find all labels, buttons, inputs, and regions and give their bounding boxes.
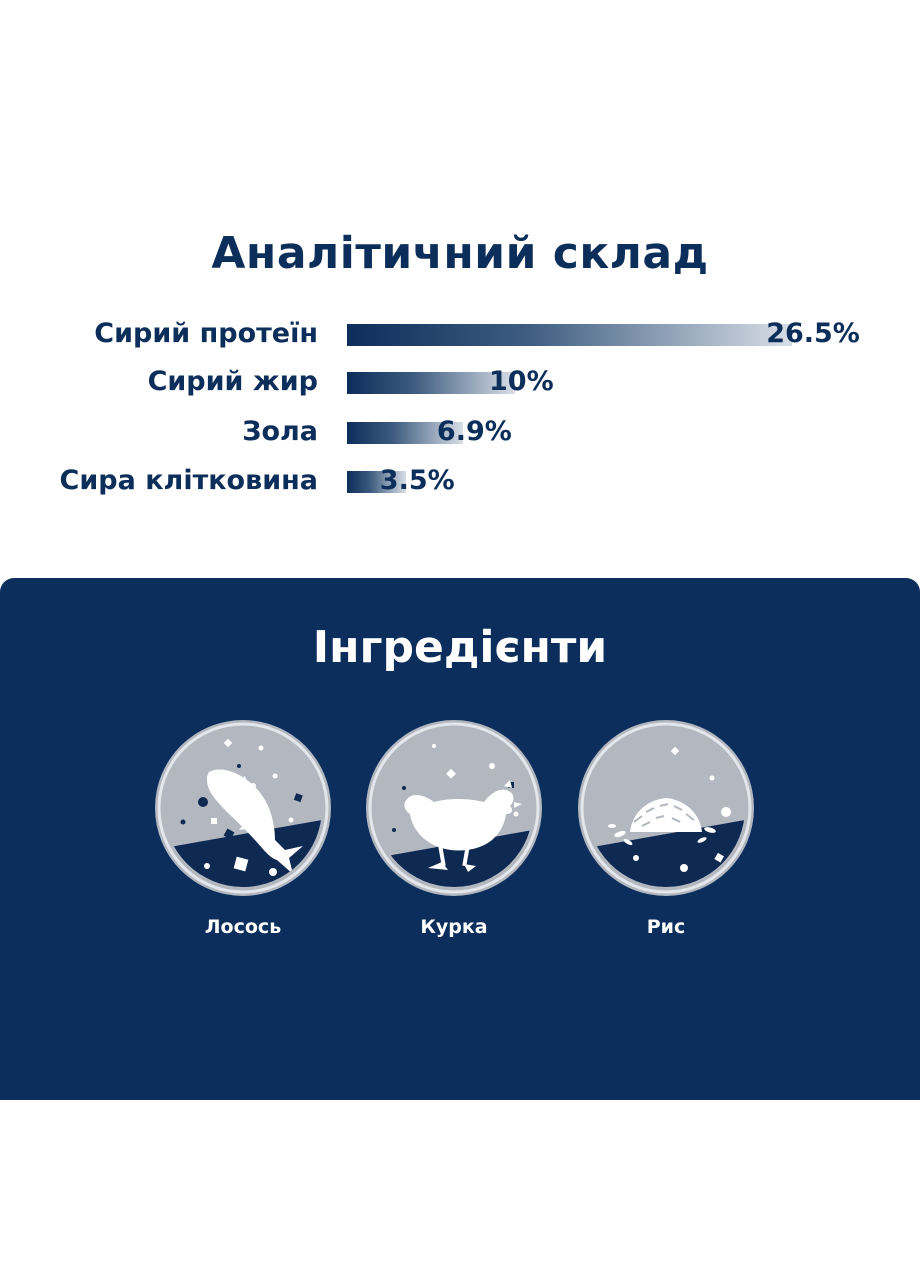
nutrient-bar bbox=[347, 324, 793, 346]
ingredients-panel: Інгредієнти bbox=[0, 578, 920, 1100]
ingredient-label: Лосось bbox=[204, 916, 282, 938]
nutrient-label: Сирий жир bbox=[147, 366, 318, 397]
nutrient-value: 10% bbox=[489, 366, 554, 397]
salmon-icon bbox=[155, 720, 331, 896]
rice-icon bbox=[578, 720, 754, 896]
nutrient-row-protein: Сирий протеїн 26.5% bbox=[0, 314, 920, 354]
nutrient-label: Зола bbox=[242, 416, 318, 447]
ingredient-rice: Рис bbox=[576, 718, 756, 938]
ingredient-label: Рис bbox=[646, 916, 686, 938]
nutrient-label: Сира клітковина bbox=[59, 465, 318, 496]
nutrient-bar bbox=[347, 471, 406, 493]
ingredient-chicken: Курка bbox=[364, 718, 544, 938]
nutrient-row-ash: Зола 6.9% bbox=[0, 412, 920, 452]
nutrient-value: 26.5% bbox=[766, 318, 860, 349]
analysis-title: Аналітичний склад bbox=[211, 228, 709, 279]
chicken-icon bbox=[366, 720, 542, 896]
ingredient-salmon: Лосось bbox=[153, 718, 333, 938]
ingredient-label: Курка bbox=[420, 916, 488, 938]
ingredients-title: Інгредієнти bbox=[312, 622, 608, 673]
nutrient-bar bbox=[347, 372, 515, 394]
nutrient-label: Сирий протеїн bbox=[94, 318, 318, 349]
nutrient-value: 3.5% bbox=[379, 465, 455, 496]
nutrient-row-fat: Сирий жир 10% bbox=[0, 362, 920, 402]
nutrient-value: 6.9% bbox=[436, 416, 512, 447]
nutrient-bar bbox=[347, 422, 463, 444]
nutrient-row-fiber: Сира клітковина 3.5% bbox=[0, 461, 920, 501]
